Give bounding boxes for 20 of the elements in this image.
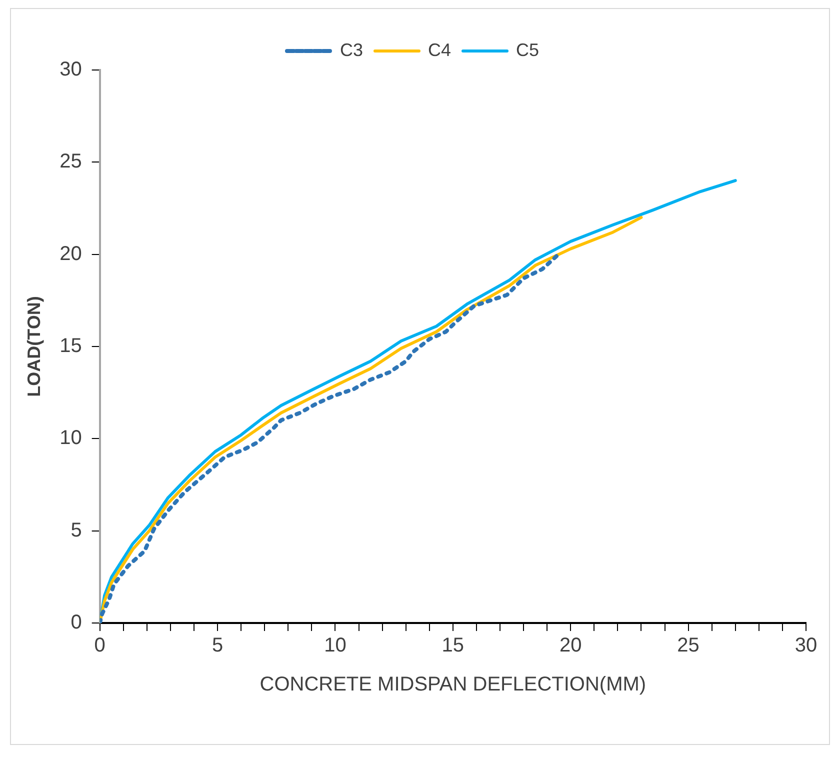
x-tick-label: 25	[677, 634, 700, 657]
x-tick-label: 30	[794, 634, 818, 657]
y-tick-label: 15	[60, 335, 82, 358]
y-axis-title: LOAD(TON)	[24, 296, 44, 397]
y-tick-label: 30	[60, 58, 82, 81]
legend-label: C4	[428, 40, 452, 60]
x-tick-label: 20	[559, 634, 582, 657]
legend-label: C5	[516, 40, 540, 60]
x-tick-label: 10	[324, 634, 346, 657]
y-tick-label: 5	[70, 519, 82, 542]
x-tick-label: 0	[94, 634, 106, 657]
y-tick-label: 25	[60, 150, 82, 173]
x-tick-label: 15	[442, 634, 464, 657]
line-series	[100, 254, 558, 623]
legend-label: C3	[340, 40, 363, 60]
x-axis-title: CONCRETE MIDSPAN DEFLECTION(MM)	[260, 674, 646, 696]
y-tick-label: 0	[70, 612, 82, 634]
y-tick-label: 10	[60, 427, 82, 450]
x-tick-label: 5	[212, 634, 224, 657]
y-tick-label: 20	[60, 242, 82, 265]
